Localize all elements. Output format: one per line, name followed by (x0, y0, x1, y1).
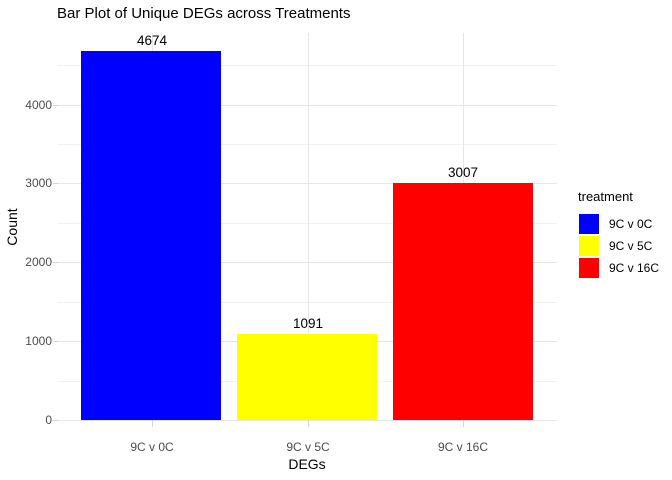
legend-entry-label: 9C v 0C (609, 217, 653, 231)
legend-entry-label: 9C v 5C (609, 239, 653, 253)
gridline-minor (58, 144, 557, 146)
x-tick-mark (308, 420, 309, 427)
gridline-minor (58, 65, 557, 67)
bar-9c-v-0c (81, 51, 221, 420)
legend-key-swatch (579, 214, 599, 234)
gridline-major (58, 262, 557, 264)
gridline-major (58, 183, 557, 185)
bar-9c-v-5c (237, 334, 377, 420)
gridline-major (58, 104, 557, 106)
y-tick-label: 0 (45, 413, 52, 427)
y-tick-mark (53, 262, 58, 263)
bar-9c-v-16c (393, 183, 533, 420)
y-tick-label: 3000 (25, 176, 52, 190)
gridline-vertical (308, 33, 309, 420)
legend-entry: 9C v 16C (577, 257, 659, 279)
y-tick-label: 2000 (25, 255, 52, 269)
x-tick-label: 9C v 0C (130, 440, 174, 454)
y-tick-mark (53, 105, 58, 106)
legend-title: treatment (578, 189, 633, 204)
gridline-minor (58, 222, 557, 224)
legend-entry: 9C v 0C (577, 213, 659, 235)
x-tick-label: 9C v 5C (286, 440, 330, 454)
gridline-minor (58, 301, 557, 303)
legend-key-swatch (579, 258, 599, 278)
legend-key-swatch (579, 236, 599, 256)
legend-entries: 9C v 0C 9C v 5C 9C v 16C (577, 213, 659, 279)
plot-panel: 4674 1091 3007 (58, 33, 557, 421)
bar-value-label: 1091 (292, 316, 324, 331)
x-axis-title: DEGs (288, 456, 326, 472)
x-tick-mark (463, 420, 464, 427)
bar-value-label: 3007 (447, 165, 479, 180)
gridline-major (58, 420, 557, 421)
legend-entry-label: 9C v 16C (609, 261, 660, 275)
bar-value-label: 4674 (136, 33, 168, 48)
y-tick-label: 4000 (25, 98, 52, 112)
chart-title: Bar Plot of Unique DEGs across Treatment… (57, 5, 351, 22)
y-tick-label: 1000 (25, 334, 52, 348)
y-tick-mark (53, 183, 58, 184)
legend-entry: 9C v 5C (577, 235, 659, 257)
x-tick-mark (152, 420, 153, 427)
legend: treatment 9C v 0C 9C v 5C 9C v 16C (577, 189, 659, 279)
y-tick-mark (53, 420, 58, 421)
y-tick-mark (53, 341, 58, 342)
x-tick-label: 9C v 16C (437, 440, 489, 454)
